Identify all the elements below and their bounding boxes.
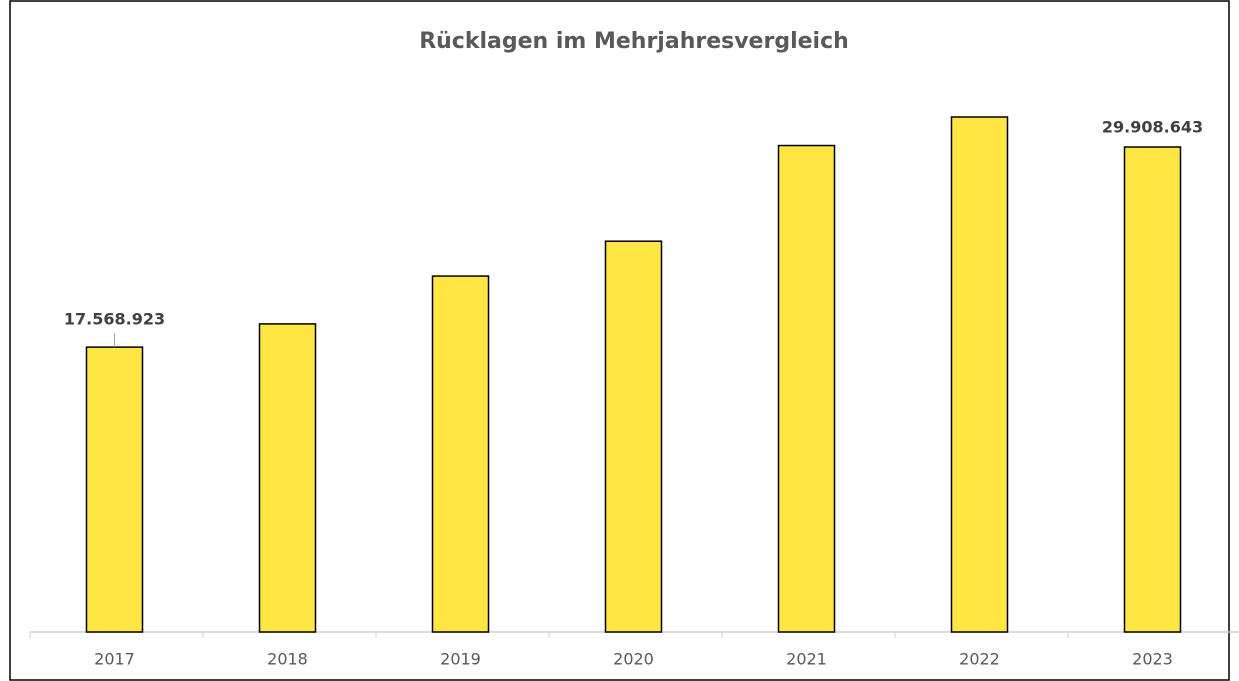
x-tick-label: 2020 — [613, 650, 654, 669]
x-tick-label: 2022 — [959, 650, 1000, 669]
bar — [604, 240, 663, 633]
chart-title: Rücklagen im Mehrjahresvergleich — [419, 29, 849, 54]
bar — [431, 275, 490, 633]
bar — [258, 323, 317, 633]
x-tick-label: 2019 — [440, 650, 481, 669]
bar — [85, 346, 144, 633]
bar — [1123, 146, 1182, 633]
bar — [950, 116, 1009, 633]
x-tick-label: 2021 — [786, 650, 827, 669]
x-tick-label: 2023 — [1132, 650, 1173, 669]
data-label: 29.908.643 — [1102, 118, 1203, 137]
x-tick-label: 2017 — [94, 650, 135, 669]
data-label: 17.568.923 — [64, 310, 165, 329]
bar — [777, 144, 836, 633]
x-tick-label: 2018 — [267, 650, 308, 669]
